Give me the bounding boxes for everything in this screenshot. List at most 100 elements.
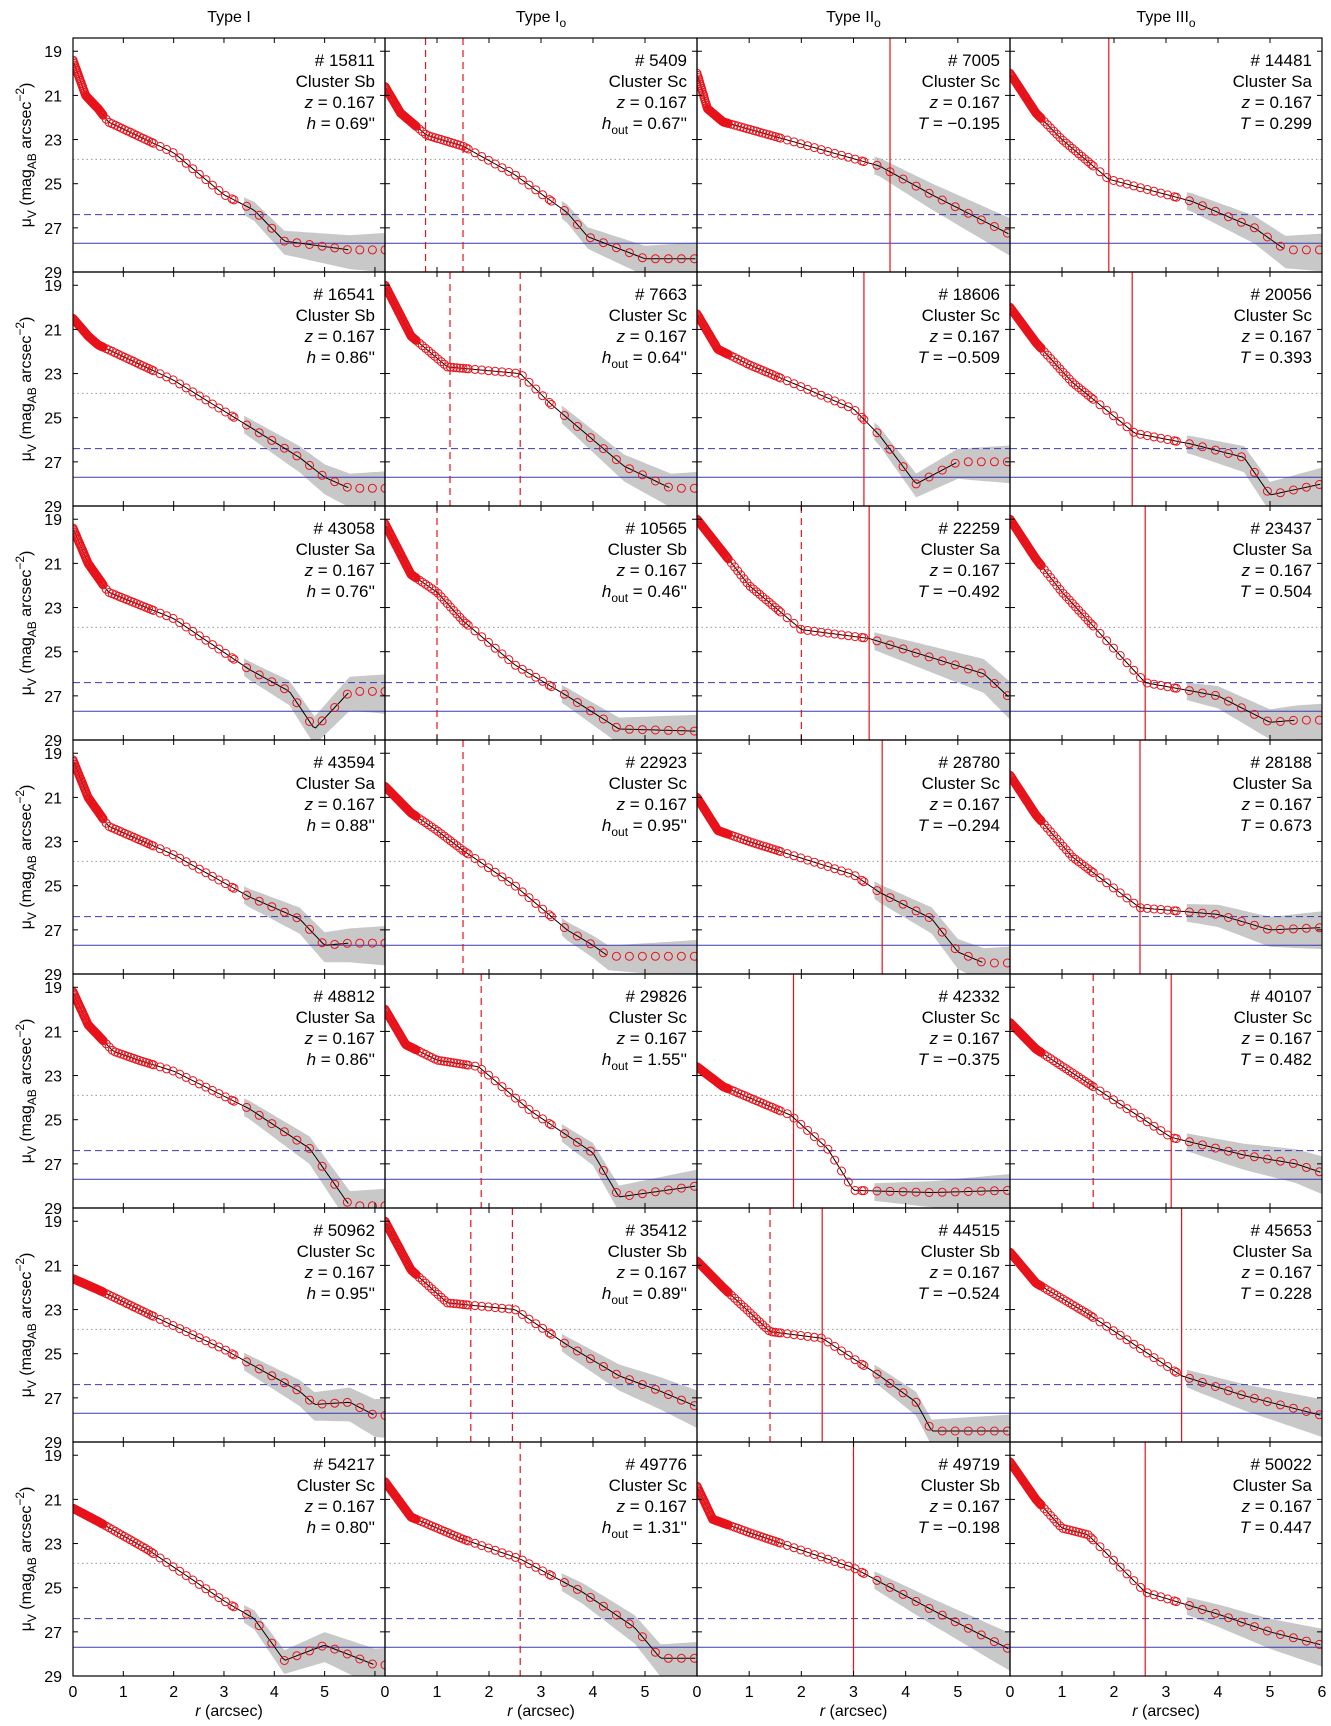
- redshift-label: z = 0.167: [304, 1029, 375, 1048]
- data-point: [1314, 1639, 1322, 1649]
- data-point: [524, 377, 534, 387]
- data-point: [1314, 715, 1322, 725]
- panel-inner: [73, 313, 385, 506]
- redshift-label: z = 0.167: [304, 561, 375, 580]
- panel-inner: [1010, 1208, 1322, 1442]
- fit-line: [385, 287, 670, 489]
- profile-parameter: h = 0.69'': [307, 114, 375, 133]
- cluster-label: Cluster Sc: [1234, 1008, 1313, 1027]
- data-point: [463, 1536, 473, 1546]
- cluster-label: Cluster Sc: [609, 1476, 688, 1495]
- data-point: [155, 608, 165, 618]
- profile-parameter: T = 0.447: [1240, 1518, 1312, 1537]
- x-tick-label: 2: [485, 1684, 494, 1701]
- data-point: [267, 223, 277, 233]
- y-tick-label: 23: [44, 835, 62, 852]
- x-tick-label: 4: [1214, 1684, 1223, 1701]
- data-point: [342, 938, 352, 948]
- data-point: [214, 644, 224, 654]
- data-point: [850, 1355, 860, 1365]
- y-tick-label: 27: [44, 1625, 62, 1642]
- data-point: [430, 1287, 440, 1297]
- data-point: [1067, 598, 1077, 608]
- data-point: [1163, 190, 1173, 200]
- data-point: [162, 611, 172, 621]
- data-point: [380, 1201, 385, 1208]
- redshift-label: z = 0.167: [304, 1497, 375, 1516]
- galaxy-id: # 50962: [314, 1221, 375, 1240]
- data-point: [830, 148, 840, 158]
- data-point: [214, 1593, 224, 1603]
- data-point: [1083, 615, 1093, 625]
- panel: # 48812 Cluster Sa z = 0.167 h = 0.86'': [72, 973, 386, 1209]
- panel-inner: [385, 38, 697, 272]
- data-point: [1236, 1617, 1246, 1627]
- data-point: [524, 1105, 534, 1114]
- data-point: [546, 912, 556, 922]
- data-point: [924, 472, 934, 482]
- data-point: [317, 1641, 327, 1651]
- data-point: [637, 725, 647, 735]
- data-point: [1064, 374, 1074, 384]
- data-point: [1080, 612, 1090, 622]
- panel-inner: [385, 974, 697, 1208]
- data-point: [598, 714, 608, 724]
- data-point: [417, 341, 427, 351]
- data-point: [911, 181, 921, 191]
- data-point: [803, 141, 813, 151]
- data-point: [976, 215, 986, 225]
- data-point: [449, 363, 459, 372]
- data-point: [279, 1656, 289, 1665]
- data-point: [330, 939, 340, 949]
- data-point: [1149, 186, 1159, 196]
- data-point: [663, 951, 673, 961]
- data-point: [292, 913, 302, 923]
- data-point: [1033, 1497, 1043, 1507]
- data-point: [1074, 605, 1084, 615]
- data-point: [430, 824, 440, 834]
- fit-line: [697, 1067, 1009, 1193]
- data-point: [254, 210, 264, 220]
- panel: # 28780 Cluster Sc z = 0.167 T = −0.294: [696, 739, 1011, 975]
- data-point: [937, 465, 947, 475]
- data-point: [816, 1552, 826, 1562]
- cluster-label: Cluster Sc: [922, 306, 1001, 325]
- data-point: [663, 254, 673, 264]
- data-point: [207, 180, 217, 190]
- data-point: [439, 831, 449, 841]
- data-point: [859, 1568, 869, 1578]
- data-point: [1262, 232, 1272, 242]
- data-point: [963, 1426, 973, 1436]
- data-point: [1129, 181, 1139, 191]
- data-point: [544, 910, 554, 920]
- data-point: [409, 1268, 419, 1278]
- data-point: [147, 1547, 156, 1557]
- data-point: [1102, 636, 1112, 646]
- data-point: [1034, 111, 1044, 121]
- data-point: [872, 428, 882, 438]
- data-point: [650, 254, 660, 264]
- data-point: [1210, 690, 1220, 700]
- data-point: [1301, 1636, 1311, 1646]
- panel-inner: [697, 1442, 1010, 1676]
- data-point: [517, 1310, 527, 1319]
- data-point: [1210, 206, 1220, 216]
- data-point: [924, 1603, 934, 1613]
- data-point: [449, 838, 459, 848]
- data-point: [155, 1062, 165, 1072]
- data-point: [857, 1359, 867, 1369]
- data-point: [330, 243, 340, 253]
- data-point: [857, 1186, 867, 1196]
- data-point: [782, 1329, 792, 1339]
- y-axis-label: μV​ (magAB​ arcsec−2​): [13, 1487, 39, 1632]
- data-point: [254, 1621, 264, 1631]
- data-point: [342, 245, 352, 255]
- data-point: [755, 1317, 765, 1327]
- data-point: [1184, 196, 1194, 206]
- data-point: [733, 1296, 743, 1306]
- data-point: [637, 1380, 647, 1389]
- data-point: [1184, 1601, 1194, 1610]
- data-point: [1061, 1064, 1071, 1074]
- x-tick-label: 1: [119, 1684, 128, 1701]
